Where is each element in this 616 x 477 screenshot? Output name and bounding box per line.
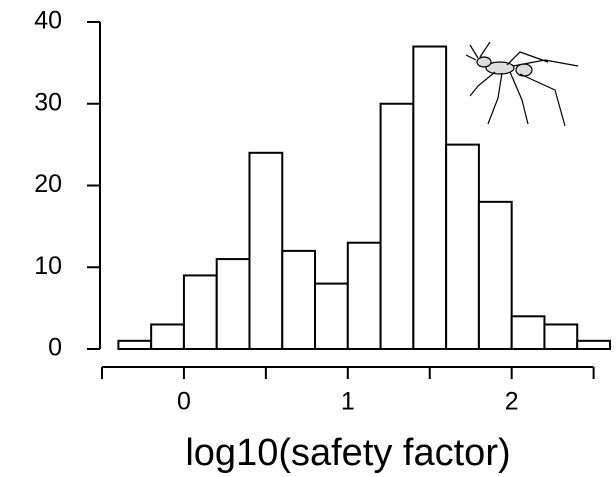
- ant-illustration: [465, 41, 579, 127]
- y-tick-label: 20: [34, 170, 62, 198]
- x-axis-label: log10(safety factor): [185, 432, 510, 474]
- bar: [281, 249, 317, 350]
- bar: [412, 45, 448, 351]
- bar: [379, 102, 415, 350]
- bar: [215, 258, 251, 351]
- y-tick-label: 10: [34, 252, 62, 280]
- bar: [314, 282, 349, 351]
- bar: [543, 323, 579, 351]
- bar: [510, 315, 546, 350]
- y-tick-label: 0: [48, 334, 62, 362]
- x-tick-label: 1: [341, 388, 355, 416]
- bar: [477, 200, 513, 350]
- x-tick-label: 0: [177, 388, 191, 416]
- x-tick-label: 2: [505, 388, 519, 416]
- y-tick-label: 30: [34, 88, 62, 116]
- bar: [248, 151, 284, 350]
- bar: [576, 339, 612, 351]
- bar: [445, 143, 480, 350]
- y-tick-label: 40: [34, 7, 62, 35]
- bar: [150, 323, 185, 351]
- bar: [117, 339, 153, 351]
- bar: [346, 241, 382, 351]
- bar: [182, 274, 218, 350]
